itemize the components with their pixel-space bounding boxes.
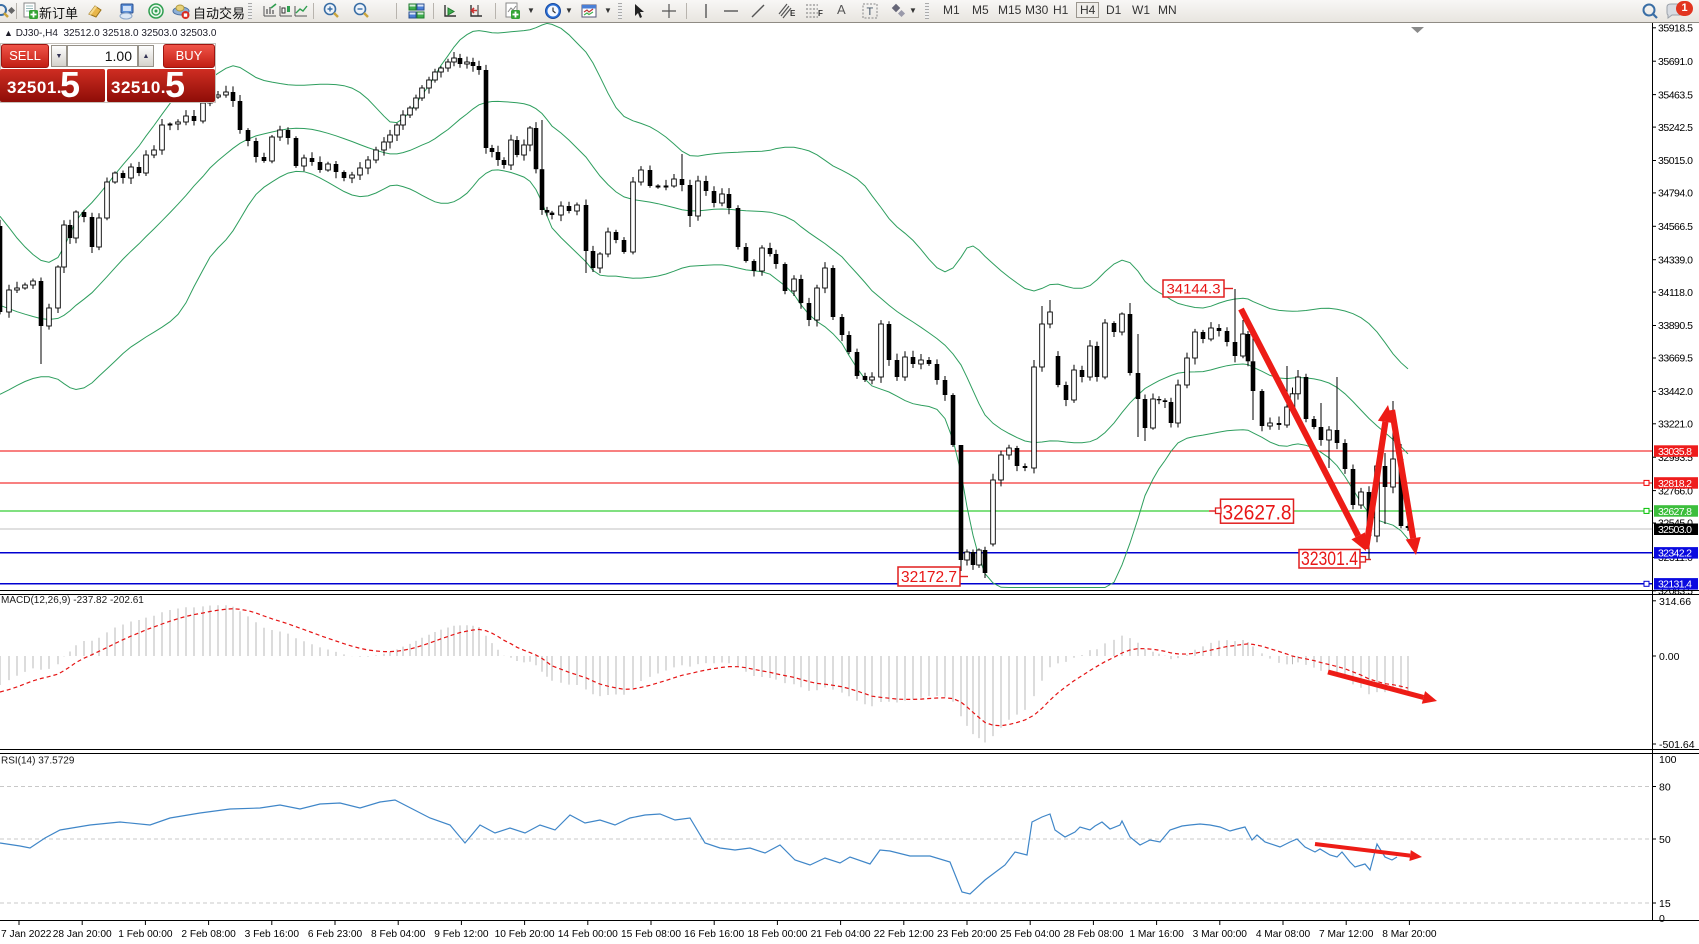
svg-text:7 Mar 12:00: 7 Mar 12:00 [1319,929,1374,940]
svg-text:15: 15 [1659,898,1671,910]
svg-text:6 Feb 23:00: 6 Feb 23:00 [308,929,363,940]
svg-text:T: T [867,6,874,18]
svg-text:33221.0: 33221.0 [1658,419,1693,431]
svg-text:34118.0: 34118.0 [1658,287,1693,299]
svg-text:8 Mar 20:00: 8 Mar 20:00 [1382,929,1437,940]
svg-text:32818.2: 32818.2 [1658,478,1692,490]
svg-text:33035.8: 33035.8 [1658,446,1692,458]
svg-text:0: 0 [1659,913,1665,925]
svg-text:1 Feb 00:00: 1 Feb 00:00 [118,929,173,940]
svg-text:80: 80 [1659,782,1671,794]
svg-text:32627.8: 32627.8 [1658,506,1692,518]
svg-text:35015.0: 35015.0 [1658,155,1693,167]
svg-text:8 Feb 04:00: 8 Feb 04:00 [371,929,426,940]
svg-text:32503.0: 32503.0 [1658,524,1692,536]
svg-text:34339.0: 34339.0 [1658,254,1693,266]
svg-text:34144.3: 34144.3 [1167,281,1221,297]
svg-text:RSI(14) 37.5729: RSI(14) 37.5729 [1,756,75,767]
svg-text:28 Feb 08:00: 28 Feb 08:00 [1063,929,1123,940]
svg-text:3 Mar 00:00: 3 Mar 00:00 [1193,929,1248,940]
svg-text:28 Jan 20:00: 28 Jan 20:00 [53,929,112,940]
svg-text:14 Feb 00:00: 14 Feb 00:00 [558,929,618,940]
svg-text:MACD(12,26,9) -237.82 -202.61: MACD(12,26,9) -237.82 -202.61 [1,595,144,606]
svg-text:32172.7: 32172.7 [901,569,957,586]
svg-text:21 Feb 04:00: 21 Feb 04:00 [811,929,871,940]
svg-text:32342.2: 32342.2 [1658,548,1692,560]
svg-text:32301.4: 32301.4 [1301,549,1358,570]
svg-text:7 Jan 2022: 7 Jan 2022 [1,929,52,940]
svg-text:9 Feb 12:00: 9 Feb 12:00 [434,929,489,940]
svg-text:0.00: 0.00 [1659,651,1680,663]
svg-text:10 Feb 20:00: 10 Feb 20:00 [495,929,555,940]
svg-text:18 Feb 00:00: 18 Feb 00:00 [747,929,807,940]
svg-text:34566.5: 34566.5 [1658,221,1693,233]
svg-text:32627.8: 32627.8 [1223,501,1292,524]
svg-text:34794.0: 34794.0 [1658,188,1693,200]
svg-text:314.66: 314.66 [1659,596,1691,608]
svg-text:4 Mar 08:00: 4 Mar 08:00 [1256,929,1311,940]
svg-text:2 Feb 08:00: 2 Feb 08:00 [181,929,236,940]
svg-text:15 Feb 08:00: 15 Feb 08:00 [621,929,681,940]
svg-text:3 Feb 16:00: 3 Feb 16:00 [245,929,300,940]
svg-text:23 Feb 20:00: 23 Feb 20:00 [937,929,997,940]
svg-text:-501.64: -501.64 [1659,739,1695,751]
svg-text:25 Feb 04:00: 25 Feb 04:00 [1000,929,1060,940]
svg-text:50: 50 [1659,834,1671,846]
svg-text:16 Feb 16:00: 16 Feb 16:00 [684,929,744,940]
svg-text:32131.4: 32131.4 [1658,579,1692,591]
svg-text:22 Feb 12:00: 22 Feb 12:00 [874,929,934,940]
svg-text:33442.0: 33442.0 [1658,386,1693,398]
svg-text:35242.5: 35242.5 [1658,122,1693,134]
svg-text:33669.5: 33669.5 [1658,353,1693,365]
svg-text:35463.5: 35463.5 [1658,89,1693,101]
svg-text:35691.0: 35691.0 [1658,56,1693,68]
svg-text:100: 100 [1659,754,1677,766]
svg-text:35918.5: 35918.5 [1658,23,1693,35]
svg-text:1 Mar 16:00: 1 Mar 16:00 [1129,929,1184,940]
svg-text:33890.5: 33890.5 [1658,320,1693,332]
